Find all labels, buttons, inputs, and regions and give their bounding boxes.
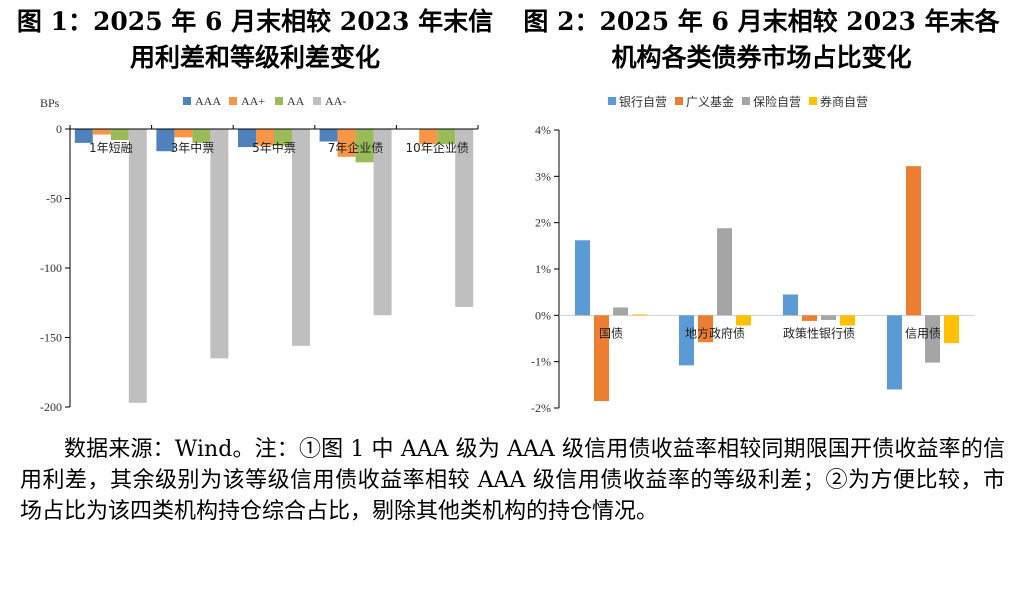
chart1-y-tick-label-0: 0 [56, 122, 62, 136]
chart1-bar-3-1 [337, 129, 356, 157]
chart1-bar-1-2 [192, 129, 211, 143]
chart1-category-label-1: 3年中票 [171, 140, 215, 155]
chart2-bar-2-0 [783, 294, 798, 316]
chart1-bar-2-2 [274, 129, 292, 146]
chart2-legend-swatch-3 [809, 97, 817, 105]
chart1-bar-0-0 [74, 129, 93, 143]
chart2-bar-0-3 [632, 314, 647, 316]
chart2-bar-0-2 [613, 307, 628, 316]
chart1-bar-3-2 [355, 129, 374, 163]
chart1-legend-label-1: AA+ [241, 94, 265, 108]
chart1-category-label-0: 1年短融 [89, 141, 133, 155]
chart2-bar-3-2 [925, 315, 940, 363]
chart2-y-tick-label-5: -1% [531, 355, 551, 369]
chart2-y-tick-label-6: -2% [531, 401, 551, 415]
chart1-bar-4-3 [455, 129, 474, 307]
chart1-bar-0-3 [128, 129, 147, 403]
chart2-bar-0-0 [575, 240, 590, 316]
chart2-y-tick-label-0: 4% [535, 123, 551, 137]
chart1-category-label-2: 5年中票 [252, 140, 296, 155]
chart1-title-line1: 图 1：2025 年 6 月末相较 2023 年末信 [16, 7, 494, 36]
chart1-legend-swatch-0 [183, 97, 191, 105]
chart1-y-tick-label-1: -50 [46, 192, 62, 206]
chart2-title: 图 2：2025 年 6 月末相较 2023 年末各 机构各类债券市场占比变化 [510, 4, 1013, 76]
chart2-bar-3-3 [944, 315, 959, 344]
chart1-y-tick-label-4: -200 [40, 400, 62, 414]
chart1-bar-3-3 [373, 129, 392, 316]
chart1-title-line2: 用利差和等级利差变化 [129, 43, 380, 72]
chart1-y-tick-label-2: -100 [40, 261, 62, 275]
chart1-bar-3-0 [319, 129, 338, 142]
chart1-bar-0-2 [110, 129, 129, 141]
chart2-bar-1-0 [679, 315, 694, 366]
chart1-category-label-3: 7年企业债 [328, 140, 384, 155]
chart1-bar-4-1 [419, 129, 438, 145]
chart1-legend-swatch-3 [313, 97, 321, 105]
chart2-legend-swatch-0 [608, 97, 616, 105]
chart1-bar-2-1 [256, 129, 274, 146]
chart2-y-tick-label-3: 1% [535, 262, 551, 276]
chart2-title-line1: 图 2：2025 年 6 月末相较 2023 年末各 [523, 7, 1000, 36]
chart2-y-tick-label-2: 2% [535, 216, 551, 230]
chart2-bar-0-1 [594, 315, 609, 402]
chart1-legend-label-3: AA- [325, 94, 346, 108]
chart1-legend-label-2: AA [287, 94, 305, 108]
chart2-legend-swatch-1 [675, 97, 683, 105]
chart2-bar-2-3 [840, 315, 855, 326]
chart2-category-label-1: 地方政府债 [685, 325, 745, 340]
chart1-category-label-4: 10年企业债 [406, 140, 469, 155]
chart1-title: 图 1：2025 年 6 月末相较 2023 年末信 用利差和等级利差变化 [0, 4, 510, 76]
chart2-bar-1-3 [736, 315, 751, 326]
chart2-legend-label-0: 银行自营 [619, 95, 667, 109]
chart1-y-axis-label: BPs [40, 96, 60, 110]
source-note: 数据来源：Wind。注：①图 1 中 AAA 级为 AAA 级信用债收益率相较同… [20, 437, 1005, 524]
chart2-bar-2-1 [802, 315, 817, 321]
chart2-category-label-2: 政策性银行债 [783, 326, 855, 340]
chart1-bar-1-1 [174, 129, 193, 138]
chart1-bar-0-1 [92, 129, 111, 135]
chart2-category-label-3: 信用债 [905, 326, 941, 340]
chart2-y-tick-label-4: 0% [535, 308, 551, 322]
chart2-bar-3-0 [887, 315, 902, 390]
chart2-bar-3-1 [906, 166, 921, 316]
chart1-bar-4-2 [437, 129, 456, 145]
chart1-legend-swatch-2 [275, 97, 283, 105]
chart2-legend-label-2: 保险自营 [753, 94, 801, 109]
chart1-bar-1-0 [156, 129, 175, 152]
chart1-legend-swatch-1 [229, 97, 237, 105]
chart2-legend-swatch-2 [742, 97, 750, 105]
chart2-bar-1-1 [698, 315, 713, 343]
chart1-legend-label-0: AAA [195, 94, 221, 108]
chart2-bar-2-2 [821, 315, 836, 320]
chart2-legend-label-3: 券商自营 [820, 94, 868, 109]
chart2-category-label-0: 国债 [599, 326, 623, 340]
chart2-legend-label-1: 广义基金 [686, 94, 734, 109]
chart2-title-line2: 机构各类债券市场占比变化 [611, 43, 912, 72]
chart2-y-tick-label-1: 3% [535, 169, 551, 183]
chart1-bar-1-3 [210, 129, 229, 359]
chart1-bar-2-3 [292, 129, 310, 346]
chart1-bar-2-0 [238, 129, 256, 148]
chart2-bar-1-2 [717, 228, 732, 316]
chart1-y-tick-label-3: -150 [40, 331, 62, 345]
